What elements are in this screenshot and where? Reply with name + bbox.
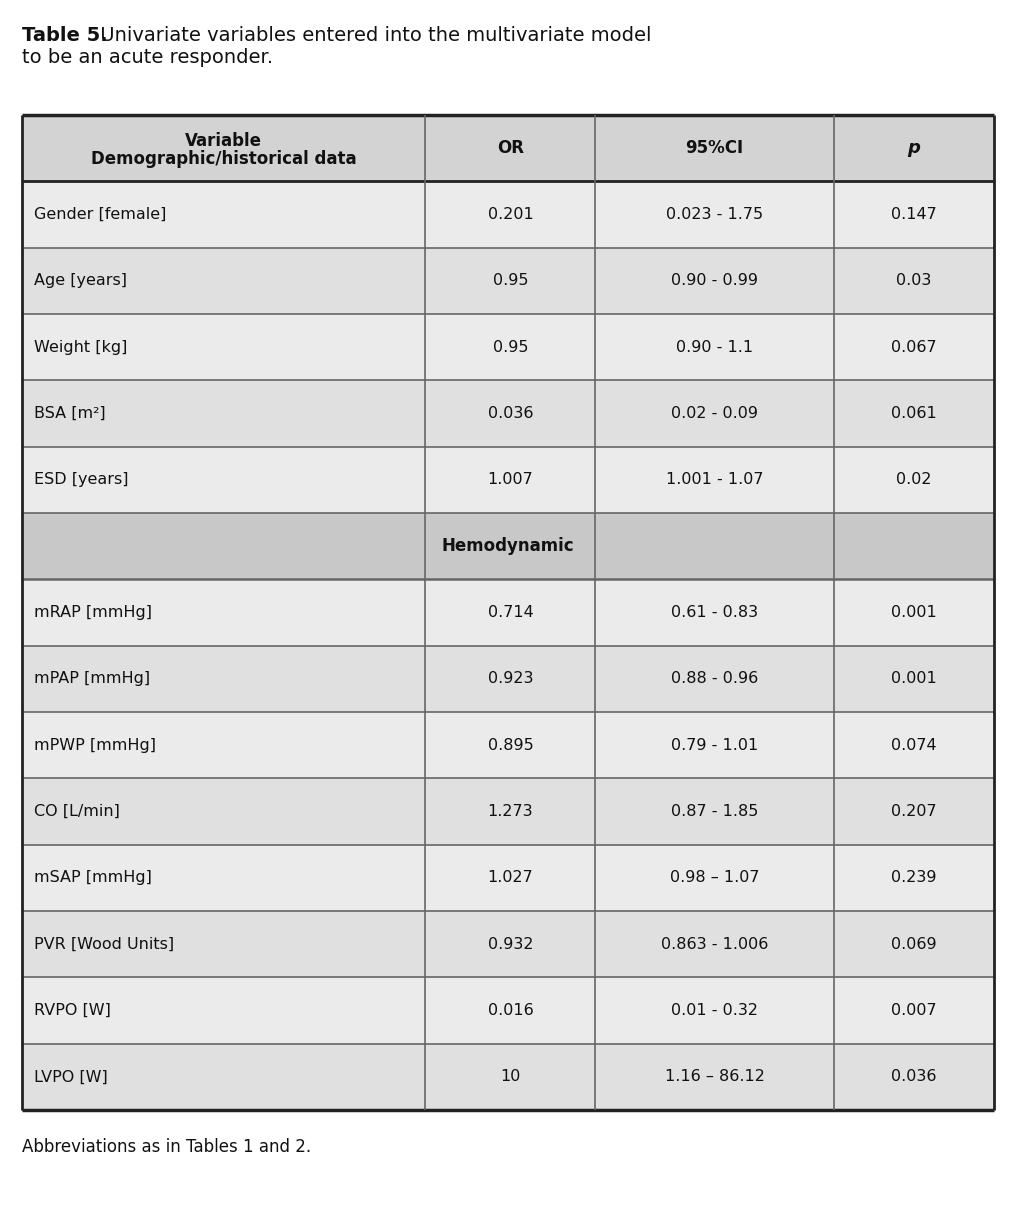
Text: 0.03: 0.03 <box>896 274 932 288</box>
Text: 0.001: 0.001 <box>891 671 937 686</box>
Text: mPAP [mmHg]: mPAP [mmHg] <box>34 671 150 686</box>
Text: OR: OR <box>497 139 524 157</box>
Bar <box>22 181 994 248</box>
Text: Weight [kg]: Weight [kg] <box>34 339 127 355</box>
Text: Age [years]: Age [years] <box>34 274 127 288</box>
Bar <box>22 381 994 446</box>
Text: 95%CI: 95%CI <box>686 139 744 157</box>
Text: mSAP [mmHg]: mSAP [mmHg] <box>34 871 151 885</box>
Text: LVPO [W]: LVPO [W] <box>34 1069 108 1085</box>
Bar <box>22 713 994 778</box>
Text: 0.95: 0.95 <box>493 339 528 355</box>
Text: PVR [Wood Units]: PVR [Wood Units] <box>34 936 174 952</box>
Bar <box>22 778 994 845</box>
Text: to be an acute responder.: to be an acute responder. <box>22 47 273 67</box>
Text: 0.895: 0.895 <box>488 738 533 753</box>
Text: 0.001: 0.001 <box>891 606 937 620</box>
Text: 0.90 - 1.1: 0.90 - 1.1 <box>676 339 753 355</box>
Text: 0.932: 0.932 <box>488 936 533 952</box>
Bar <box>22 845 994 911</box>
Bar <box>22 248 994 314</box>
Text: 0.923: 0.923 <box>488 671 533 686</box>
Text: 1.007: 1.007 <box>488 472 533 488</box>
Text: 0.98 – 1.07: 0.98 – 1.07 <box>670 871 759 885</box>
Bar <box>22 116 994 181</box>
Text: CO [L/min]: CO [L/min] <box>34 804 120 820</box>
Bar <box>22 646 994 713</box>
Text: Variable: Variable <box>185 133 262 150</box>
Text: 0.01 - 0.32: 0.01 - 0.32 <box>671 1003 758 1018</box>
Text: p: p <box>907 139 920 157</box>
Text: Demographic/historical data: Demographic/historical data <box>90 150 357 168</box>
Text: 0.87 - 1.85: 0.87 - 1.85 <box>671 804 758 820</box>
Bar <box>22 314 994 381</box>
Text: 0.074: 0.074 <box>891 738 937 753</box>
Text: 0.147: 0.147 <box>891 207 937 223</box>
Bar <box>22 513 994 579</box>
Text: 0.036: 0.036 <box>891 1069 937 1085</box>
Text: mPWP [mmHg]: mPWP [mmHg] <box>34 738 156 753</box>
Text: 0.201: 0.201 <box>488 207 533 223</box>
Text: ESD [years]: ESD [years] <box>34 472 128 488</box>
Text: 0.061: 0.061 <box>891 406 937 421</box>
Text: 0.90 - 0.99: 0.90 - 0.99 <box>671 274 758 288</box>
Text: Univariate variables entered into the multivariate model: Univariate variables entered into the mu… <box>94 26 651 45</box>
Text: 0.239: 0.239 <box>891 871 937 885</box>
Text: mRAP [mmHg]: mRAP [mmHg] <box>34 606 152 620</box>
Bar <box>22 911 994 978</box>
Text: Table 5.: Table 5. <box>22 26 108 45</box>
Text: 1.027: 1.027 <box>488 871 533 885</box>
Text: 1.16 – 86.12: 1.16 – 86.12 <box>664 1069 764 1085</box>
Text: Abbreviations as in Tables 1 and 2.: Abbreviations as in Tables 1 and 2. <box>22 1138 311 1156</box>
Text: 0.61 - 0.83: 0.61 - 0.83 <box>671 606 758 620</box>
Text: 0.023 - 1.75: 0.023 - 1.75 <box>665 207 763 223</box>
Text: 1.001 - 1.07: 1.001 - 1.07 <box>665 472 763 488</box>
Bar <box>22 579 994 646</box>
Text: 1.273: 1.273 <box>488 804 533 820</box>
Text: 0.069: 0.069 <box>891 936 937 952</box>
Text: RVPO [W]: RVPO [W] <box>34 1003 111 1018</box>
Text: Gender [female]: Gender [female] <box>34 207 167 223</box>
Bar <box>22 978 994 1043</box>
Text: 10: 10 <box>500 1069 520 1085</box>
Text: 0.95: 0.95 <box>493 274 528 288</box>
Text: 0.79 - 1.01: 0.79 - 1.01 <box>671 738 758 753</box>
Text: 0.02 - 0.09: 0.02 - 0.09 <box>671 406 758 421</box>
Text: 0.067: 0.067 <box>891 339 937 355</box>
Text: 0.036: 0.036 <box>488 406 533 421</box>
Bar <box>22 446 994 513</box>
Text: 0.02: 0.02 <box>896 472 932 488</box>
Text: Hemodynamic: Hemodynamic <box>442 537 574 556</box>
Text: 0.207: 0.207 <box>891 804 937 820</box>
Text: 0.007: 0.007 <box>891 1003 937 1018</box>
Text: 0.016: 0.016 <box>488 1003 533 1018</box>
Bar <box>22 1043 994 1110</box>
Text: 0.714: 0.714 <box>488 606 533 620</box>
Text: BSA [m²]: BSA [m²] <box>34 406 106 421</box>
Text: 0.863 - 1.006: 0.863 - 1.006 <box>660 936 768 952</box>
Text: 0.88 - 0.96: 0.88 - 0.96 <box>671 671 758 686</box>
